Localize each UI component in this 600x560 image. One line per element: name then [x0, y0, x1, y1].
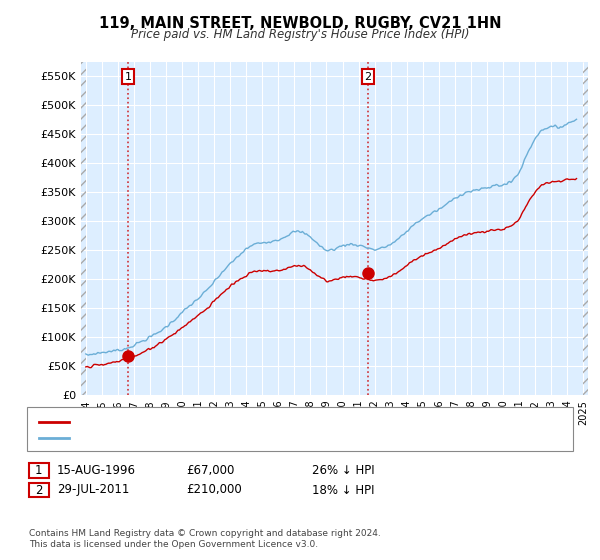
Text: 29-JUL-2011: 29-JUL-2011	[57, 483, 130, 497]
Text: 2: 2	[35, 483, 43, 497]
Text: 2: 2	[364, 72, 371, 82]
Text: £67,000: £67,000	[186, 464, 235, 477]
Text: 119, MAIN STREET, NEWBOLD, RUGBY, CV21 1HN (detached house): 119, MAIN STREET, NEWBOLD, RUGBY, CV21 1…	[72, 417, 425, 427]
Text: HPI: Average price, detached house, Rugby: HPI: Average price, detached house, Rugb…	[72, 433, 298, 443]
Text: 26% ↓ HPI: 26% ↓ HPI	[312, 464, 374, 477]
Text: Contains HM Land Registry data © Crown copyright and database right 2024.
This d: Contains HM Land Registry data © Crown c…	[29, 529, 380, 549]
Text: Price paid vs. HM Land Registry's House Price Index (HPI): Price paid vs. HM Land Registry's House …	[131, 28, 469, 41]
Text: 1: 1	[124, 72, 131, 82]
Bar	[583, 62, 588, 395]
Text: 1: 1	[35, 464, 43, 477]
Text: £210,000: £210,000	[186, 483, 242, 497]
Bar	[81, 62, 86, 395]
Text: 18% ↓ HPI: 18% ↓ HPI	[312, 483, 374, 497]
Text: 15-AUG-1996: 15-AUG-1996	[57, 464, 136, 477]
Text: 119, MAIN STREET, NEWBOLD, RUGBY, CV21 1HN: 119, MAIN STREET, NEWBOLD, RUGBY, CV21 1…	[99, 16, 501, 31]
